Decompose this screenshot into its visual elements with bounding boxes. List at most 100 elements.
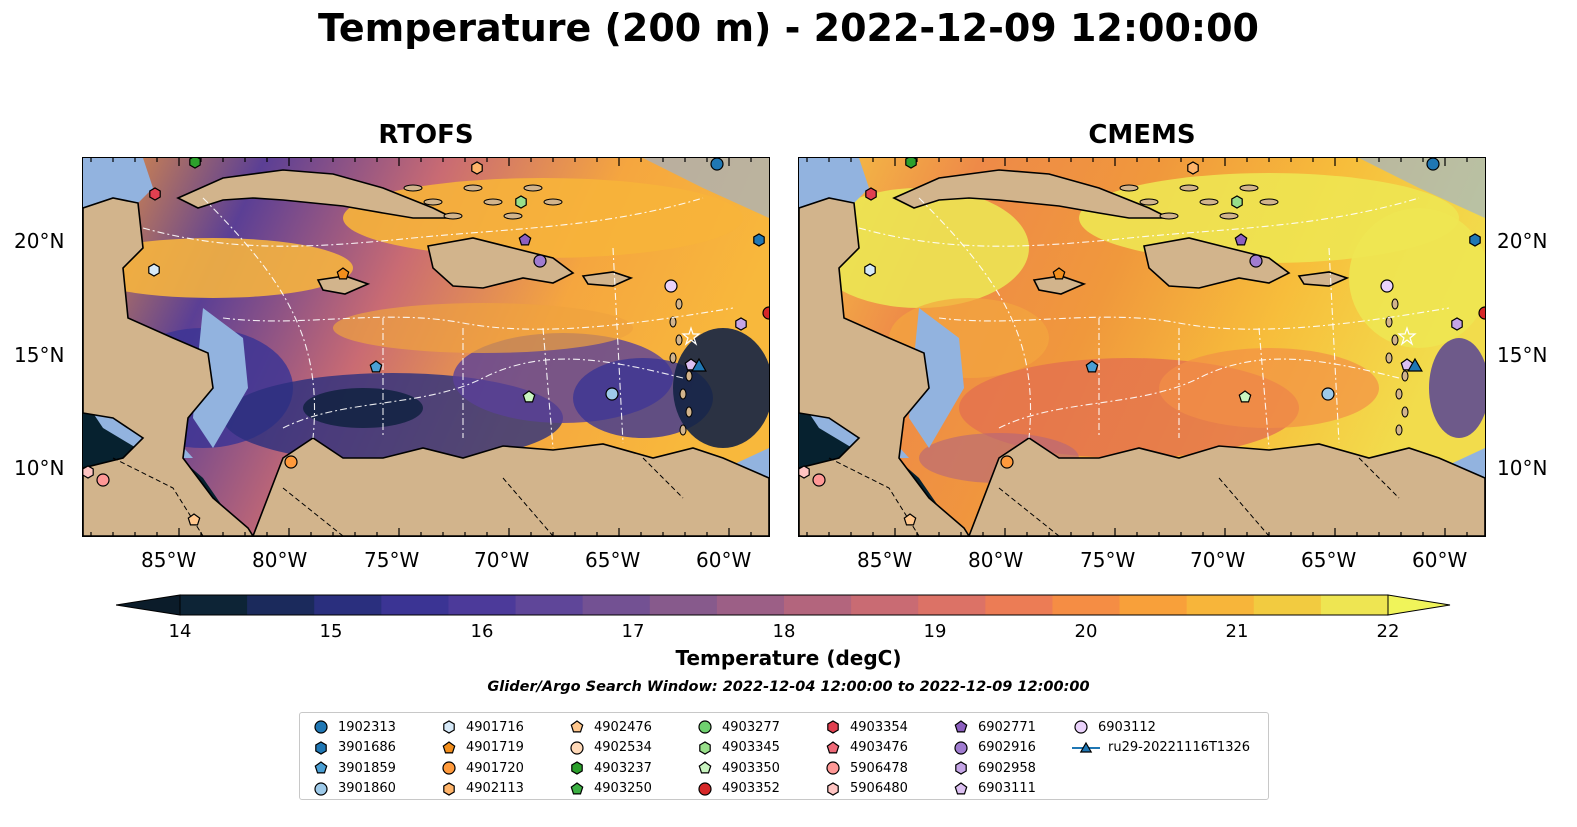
- lat-tick: 20°N: [14, 229, 65, 253]
- legend-label: 6902916: [978, 740, 1036, 756]
- legend-marker-icon: [826, 741, 840, 754]
- lon-tick: 85°W: [141, 548, 197, 572]
- legend-item: 4903350: [696, 758, 780, 779]
- lat-tick: 20°N: [1497, 229, 1548, 253]
- legend-label: 4903250: [594, 781, 652, 797]
- legend-label: 1902313: [338, 719, 396, 735]
- float-marker: [710, 158, 724, 171]
- legend-label: 6903112: [1098, 719, 1156, 735]
- lon-tick: 85°W: [857, 548, 913, 572]
- search-window-text: Glider/Argo Search Window: 2022-12-04 12…: [487, 679, 1090, 695]
- legend-item: 6902958: [952, 758, 1036, 779]
- legend-label: 4903354: [850, 719, 908, 735]
- float-marker: [1249, 254, 1263, 268]
- lat-tick: 15°N: [1497, 343, 1548, 367]
- float-marker: [369, 360, 383, 373]
- float-marker: [605, 387, 619, 401]
- float-marker: [471, 161, 483, 175]
- colorbar-tick: 17: [621, 621, 645, 642]
- legend-item: 6902771: [952, 717, 1036, 738]
- legend-marker-icon: [954, 741, 968, 755]
- colorbar-swatch: [381, 595, 450, 615]
- float-marker: [336, 267, 350, 280]
- float-marker: [1478, 306, 1485, 320]
- float-marker: [812, 473, 826, 487]
- legend-item: 3901860: [312, 779, 396, 800]
- legend-marker-icon: [826, 761, 840, 775]
- colorbar-swatch: [247, 595, 315, 615]
- float-marker: [865, 187, 877, 201]
- float-marker: [1238, 390, 1252, 403]
- float-marker: [1451, 317, 1463, 331]
- colorbar-swatch: [1320, 595, 1389, 615]
- float-marker: [1231, 195, 1243, 209]
- legend: 1902313 3901686 3901859 3901860 4901716 49017…: [299, 712, 1269, 800]
- legend-marker-icon: [443, 720, 455, 734]
- legend-item: 4903250: [568, 779, 652, 800]
- float-marker: [903, 513, 917, 526]
- legend-marker-icon: [314, 782, 328, 796]
- legend-item: 4903476: [824, 738, 908, 759]
- lat-tick: 10°N: [14, 456, 65, 480]
- legend-label: 6902771: [978, 719, 1036, 735]
- colorbar-tick: 22: [1376, 621, 1400, 642]
- legend-label: 4901719: [466, 740, 524, 756]
- legend-item: 4903354: [824, 717, 908, 738]
- legend-item: 4902113: [440, 779, 524, 800]
- float-marker: [735, 317, 747, 331]
- colorbar-tick: 14: [168, 621, 192, 642]
- float-marker: [799, 465, 810, 479]
- colorbar-tick: 15: [319, 621, 343, 642]
- float-marker: [864, 263, 876, 277]
- colorbar-tick: 19: [923, 621, 947, 642]
- colorbar-extend-high: [1387, 594, 1451, 616]
- float-marker: [1052, 267, 1066, 280]
- legend-label: 6903111: [978, 781, 1036, 797]
- legend-marker-icon: [1074, 720, 1088, 734]
- legend-marker-icon: [954, 782, 968, 795]
- colorbar-swatch: [784, 595, 852, 615]
- lon-tick: 70°W: [474, 548, 530, 572]
- legend-marker-icon: [571, 761, 583, 775]
- float-marker: [905, 158, 917, 169]
- legend-label: 4903352: [722, 781, 780, 797]
- legend-label: 4902476: [594, 719, 652, 735]
- colorbar-tick: 16: [470, 621, 494, 642]
- colorbar-swatch: [1253, 595, 1322, 615]
- figure-title: Temperature (200 m) - 2022-12-09 12:00:0…: [317, 6, 1259, 50]
- legend-item: 4903345: [696, 738, 780, 759]
- legend-label: 4903476: [850, 740, 908, 756]
- lon-tick: 80°W: [968, 548, 1024, 572]
- lon-tick: 60°W: [1412, 548, 1468, 572]
- colorbar-swatch: [448, 595, 517, 615]
- legend-item: 3901859: [312, 758, 396, 779]
- legend-marker-icon: [698, 782, 712, 796]
- legend-marker-icon: [314, 761, 328, 774]
- legend-label: 4901716: [466, 719, 524, 735]
- float-marker: [515, 195, 527, 209]
- legend-marker-icon: [442, 741, 456, 754]
- legend-marker-icon: [955, 761, 967, 775]
- legend-marker-icon: [698, 761, 712, 774]
- colorbar-tick: 18: [772, 621, 796, 642]
- legend-marker-icon: [827, 720, 839, 734]
- colorbar: [115, 592, 1452, 618]
- colorbar-tick: 20: [1074, 621, 1098, 642]
- lon-tick: 65°W: [585, 548, 641, 572]
- legend-label: 3901860: [338, 781, 396, 797]
- float-marker: [284, 455, 298, 469]
- float-marker: [1187, 161, 1199, 175]
- legend-label: 3901686: [338, 740, 396, 756]
- legend-item: 6903112: [1072, 717, 1250, 738]
- float-marker: [664, 279, 678, 293]
- legend-label: 6902958: [978, 760, 1036, 776]
- legend-label: 4903237: [594, 760, 652, 776]
- float-marker: [533, 254, 547, 268]
- colorbar-swatch: [851, 595, 919, 615]
- panel-title-rtofs: RTOFS: [378, 120, 474, 150]
- colorbar-extend-low: [115, 594, 181, 616]
- legend-label: 5906480: [850, 781, 908, 797]
- legend-marker-icon: [1072, 741, 1100, 753]
- legend-item: 6902916: [952, 738, 1036, 759]
- legend-label: 4901720: [466, 760, 524, 776]
